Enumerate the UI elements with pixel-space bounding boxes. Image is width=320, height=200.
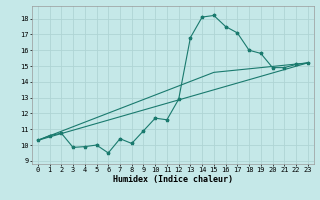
X-axis label: Humidex (Indice chaleur): Humidex (Indice chaleur) (113, 175, 233, 184)
